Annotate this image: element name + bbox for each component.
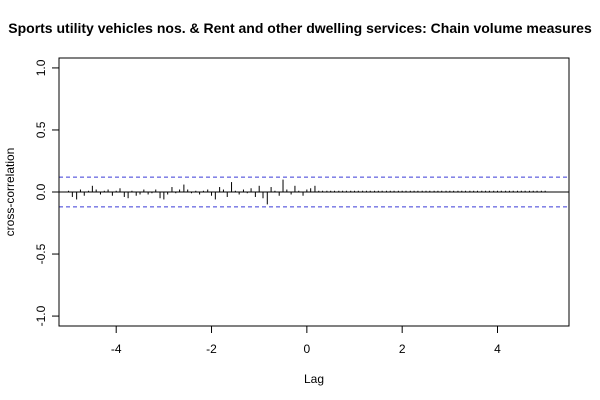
x-axis: -4 -2 0 2 4 (111, 325, 501, 356)
x-tick-label: 2 (399, 342, 406, 356)
chart-title: Sports utility vehicles nos. & Rent and … (8, 20, 592, 36)
y-axis-label: cross-correlation (3, 148, 17, 237)
y-tick-label: 1.0 (34, 59, 48, 76)
x-axis-label: Lag (304, 372, 324, 386)
y-tick-label: 0.5 (34, 121, 48, 138)
y-axis: -1.0 -0.5 0.0 0.5 1.0 (34, 59, 60, 326)
x-tick-label: 0 (304, 342, 311, 356)
x-tick-label: -4 (111, 342, 122, 356)
y-tick-label: -1.0 (34, 305, 48, 326)
x-tick-label: -2 (206, 342, 217, 356)
y-tick-label: 0.0 (34, 183, 48, 200)
x-tick-label: 4 (494, 342, 501, 356)
y-tick-label: -0.5 (34, 243, 48, 264)
confidence-bounds (59, 176, 569, 208)
